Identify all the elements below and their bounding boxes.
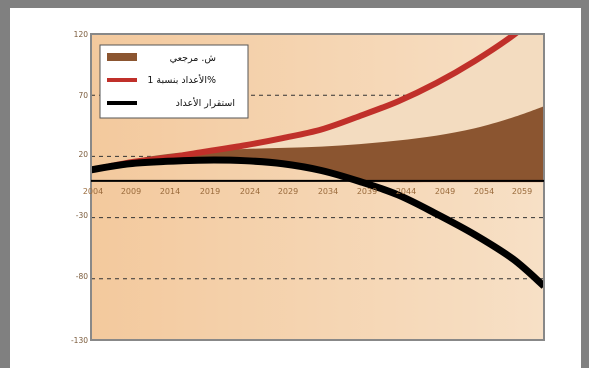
x-tick-label: 2029 xyxy=(278,187,298,196)
x-tick-label: 2059 xyxy=(512,187,532,196)
y-tick-label: 70 xyxy=(78,91,88,100)
window-top-border xyxy=(0,0,589,8)
data-area-layer xyxy=(91,34,544,183)
legend-label-stable: استقرار الأعداد xyxy=(176,97,235,109)
x-tick-label: 2039 xyxy=(357,187,377,196)
x-tick-label: 2054 xyxy=(474,187,494,196)
x-tick-label: 2019 xyxy=(200,187,220,196)
x-tick-label: 2009 xyxy=(121,187,141,196)
axes-layer xyxy=(90,33,545,341)
x-tick-label: 2049 xyxy=(435,187,455,196)
baseline-area xyxy=(91,106,544,183)
window-right-border xyxy=(581,0,589,368)
y-tick-label: -30 xyxy=(76,211,88,220)
data-line-layer xyxy=(91,34,544,289)
plot-border xyxy=(90,33,545,341)
one-percent-line xyxy=(91,34,520,173)
y-tick-label: -80 xyxy=(76,272,88,281)
legend: ش. مرجعي الأعداد بنسبة 1% استقرار الأعدا… xyxy=(99,44,249,119)
y-tick-label: 20 xyxy=(78,150,88,159)
x-tick-label: 2024 xyxy=(240,187,260,196)
x-tick-label: 2044 xyxy=(396,187,416,196)
x-tick-label: 2014 xyxy=(160,187,180,196)
x-tick-label: 2004 xyxy=(83,187,103,196)
window-left-border xyxy=(0,0,10,368)
stable-numbers-line xyxy=(91,156,544,289)
y-tick-label: 120 xyxy=(74,30,89,39)
legend-label-baseline: ش. مرجعي xyxy=(170,53,216,64)
legend-label-one-percent: الأعداد بنسبة 1% xyxy=(147,74,216,86)
y-axis-ticks: 120 70 20 -30 -80 -130 xyxy=(71,30,88,345)
y-tick-label: -130 xyxy=(71,336,88,345)
legend-swatch-baseline xyxy=(107,53,137,61)
projection-range-area xyxy=(91,34,544,170)
x-axis-ticks: 2004 2009 2014 2019 2024 2029 2034 2039 … xyxy=(83,187,532,196)
x-tick-label: 2034 xyxy=(318,187,338,196)
